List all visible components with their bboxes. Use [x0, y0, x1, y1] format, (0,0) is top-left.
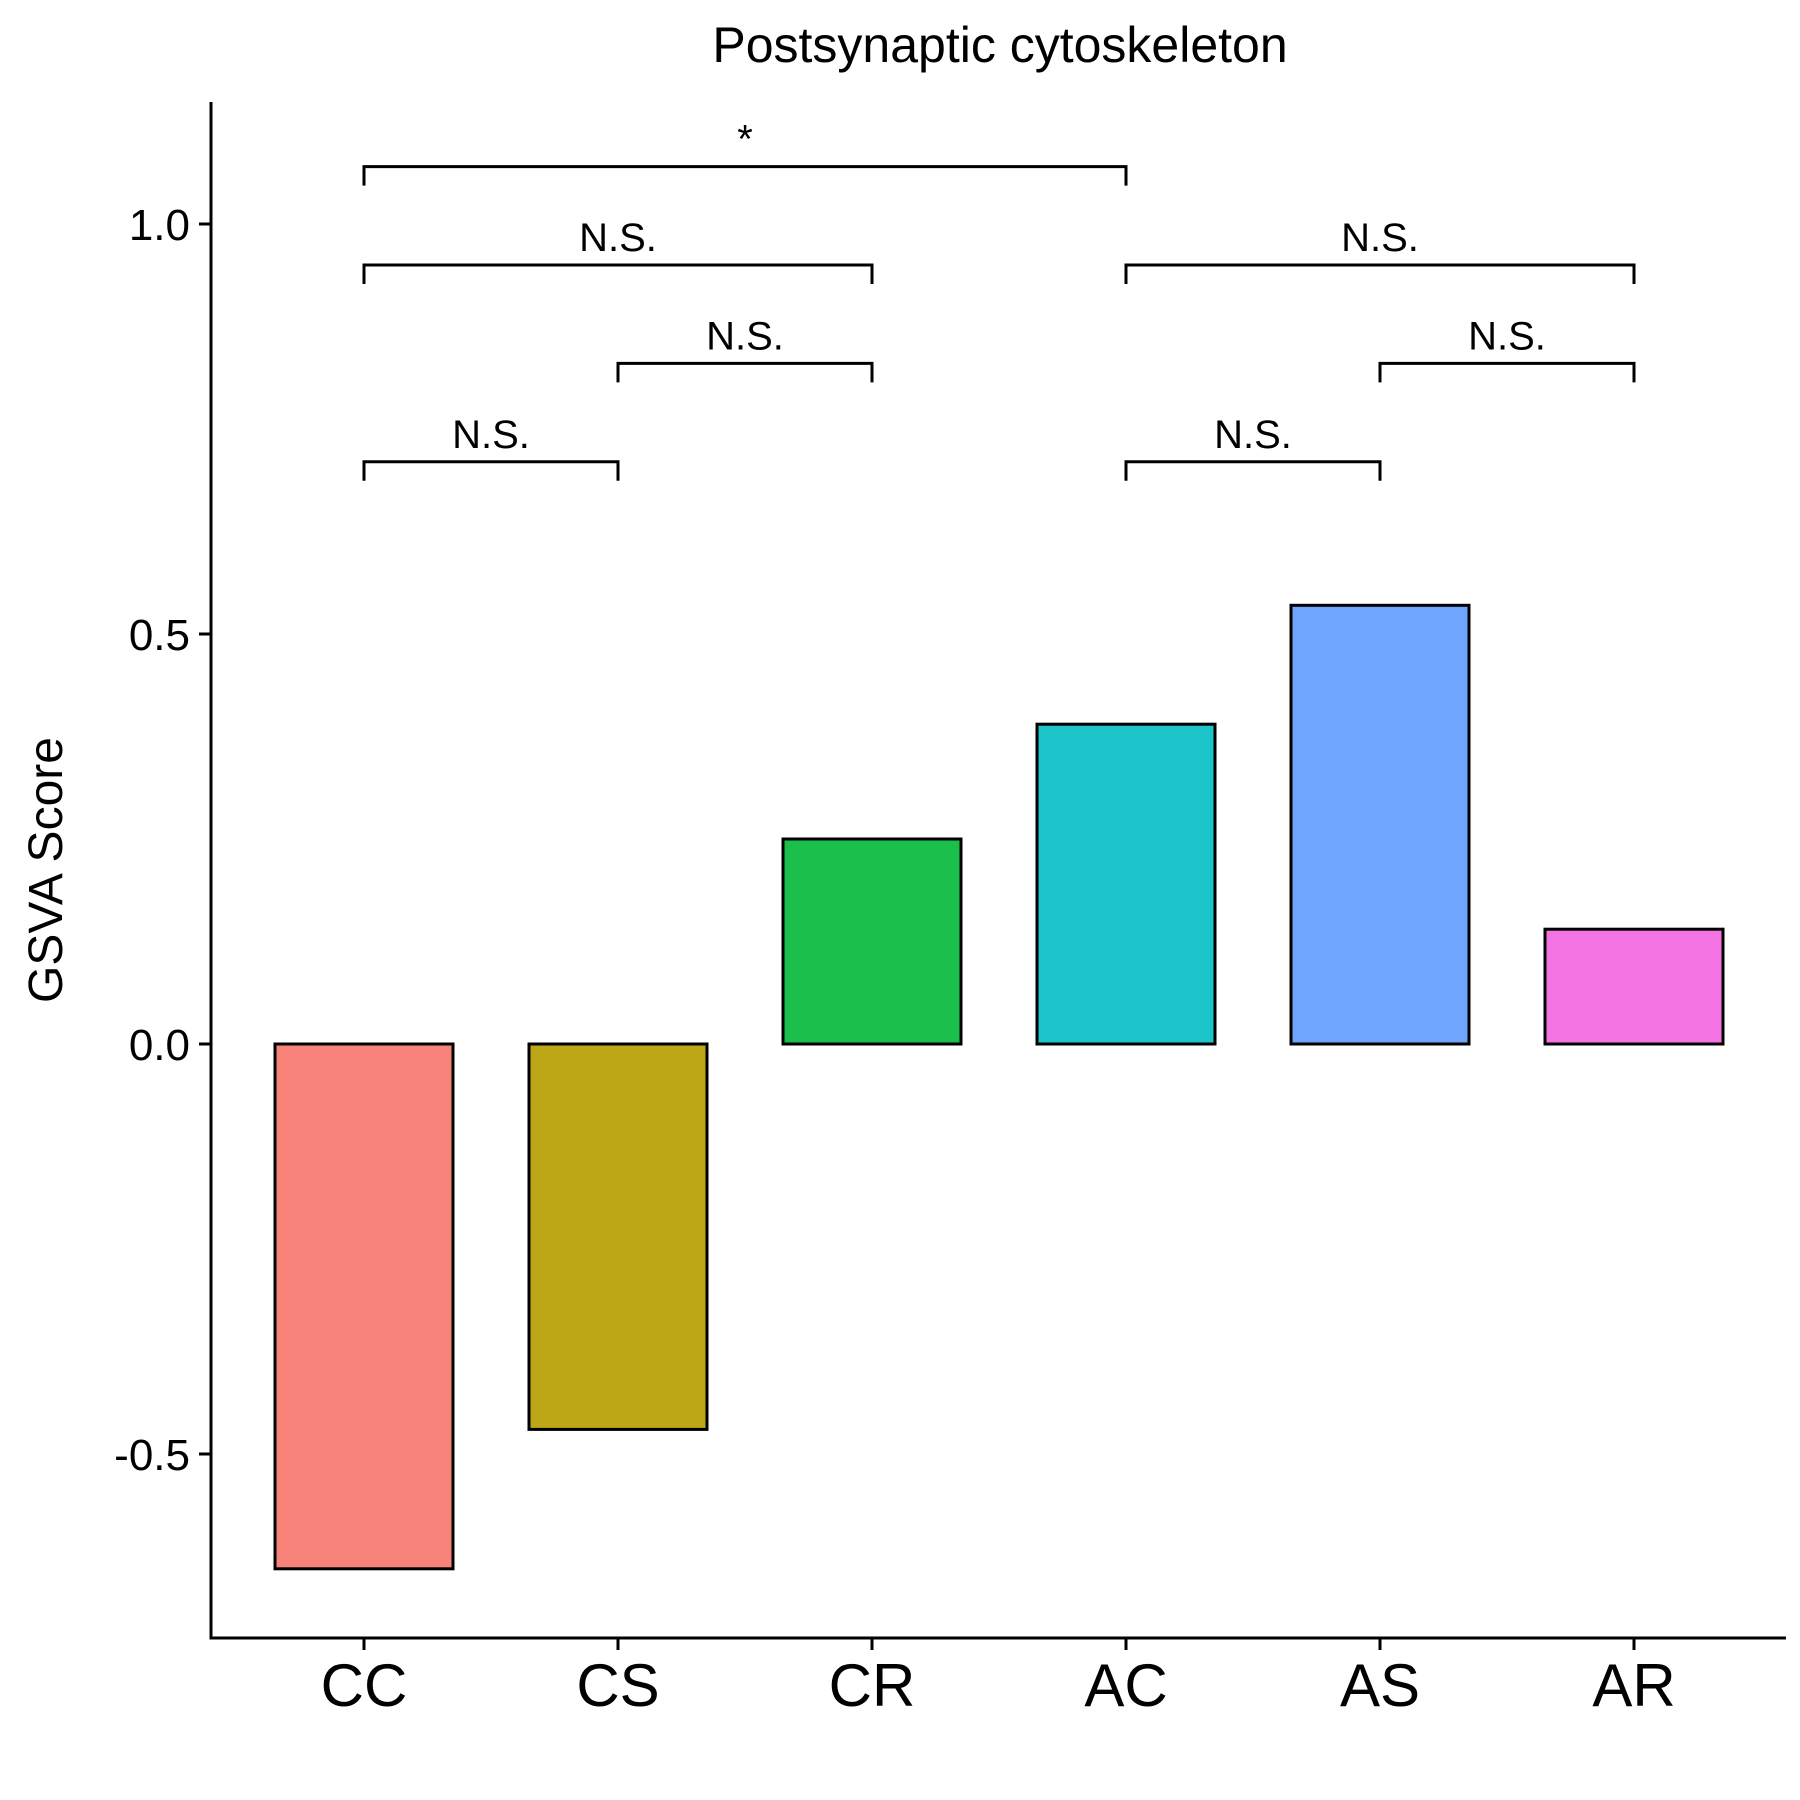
x-tick-label: AS — [1340, 1652, 1420, 1719]
comparison-bracket — [1124, 263, 1636, 284]
x-tick-label: AR — [1592, 1652, 1675, 1719]
bar-ac — [1035, 722, 1217, 1046]
comparison-bracket — [1124, 460, 1382, 481]
comparison-bracket — [616, 361, 874, 383]
x-axis-ticks: CC CS CR AC AS AR — [321, 1638, 1676, 1719]
bars-layer — [273, 603, 1725, 1571]
y-axis-label: GSVA Score — [20, 737, 73, 1003]
x-tick-label: AC — [1084, 1652, 1167, 1719]
significance-brackets: N.S. N.S. N.S. * N.S. N.S. N.S. — [362, 118, 1636, 481]
y-tick-label: 1.0 — [129, 201, 190, 250]
significance-label: N.S. — [1214, 413, 1292, 457]
y-axis-ticks: -0.5 0.0 0.5 1.0 — [114, 201, 211, 1480]
x-tick-label: CR — [829, 1652, 916, 1719]
significance-label: * — [737, 118, 753, 162]
bar-cs — [527, 1042, 709, 1431]
comparison-bracket — [362, 263, 874, 284]
bar-as — [1289, 603, 1471, 1046]
significance-label: N.S. — [452, 413, 530, 457]
y-tick-label: -0.5 — [114, 1431, 190, 1480]
significance-label: N.S. — [579, 216, 657, 260]
y-tick-label: 0.5 — [129, 611, 190, 660]
comparison-bracket — [362, 460, 620, 481]
comparison-bracket — [362, 165, 1128, 186]
comparison-bracket — [1378, 361, 1636, 383]
significance-label: N.S. — [1341, 216, 1419, 260]
significance-label: N.S. — [1468, 314, 1546, 358]
bar-ar — [1543, 927, 1725, 1046]
y-tick-label: 0.0 — [129, 1021, 190, 1070]
axes — [209, 102, 1786, 1640]
x-tick-label: CC — [321, 1652, 408, 1719]
significance-label: N.S. — [706, 314, 784, 358]
bar-cr — [781, 837, 963, 1046]
bar-cc — [273, 1042, 455, 1571]
x-tick-label: CS — [576, 1652, 659, 1719]
chart-title: Postsynaptic cytoskeleton — [712, 17, 1287, 73]
